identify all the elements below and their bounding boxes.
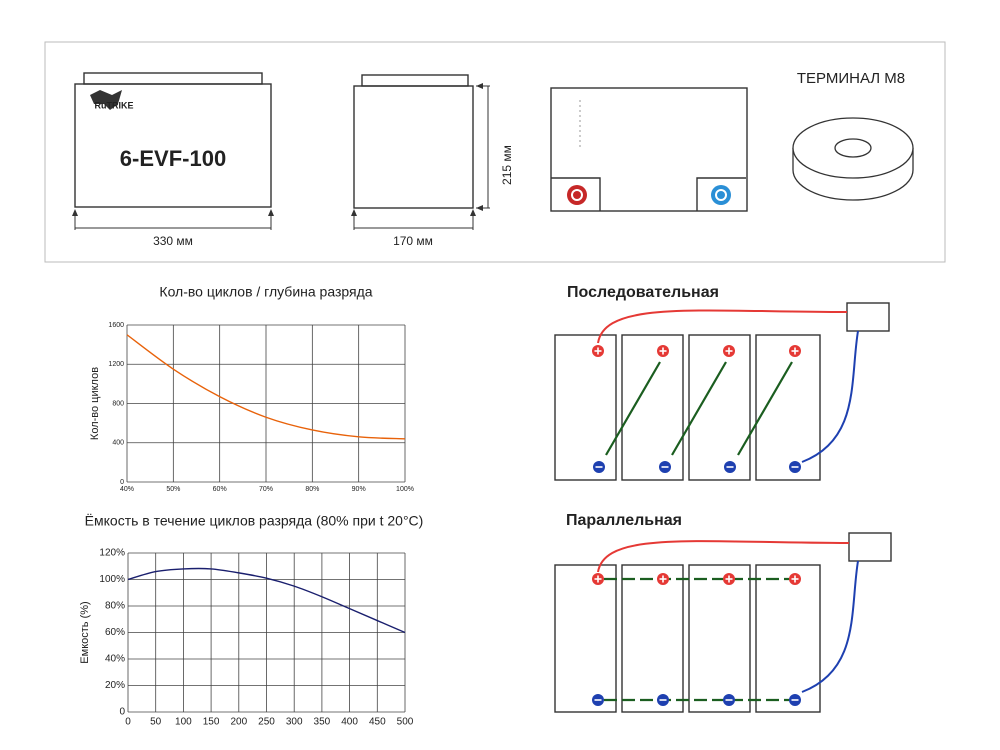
y-tick-label: 0 [120, 479, 124, 486]
terminals [592, 345, 801, 706]
y-tick-label: 20% [105, 680, 125, 691]
x-tick-label: 50 [150, 717, 162, 728]
data-line [127, 567, 406, 634]
terminal: ТЕРМИНАЛ М8 [792, 70, 914, 201]
y-tick-label: 1600 [108, 322, 124, 329]
diagram-title: Последовательная [567, 284, 719, 301]
y-tick-label: 80% [105, 601, 125, 612]
x-tick-label: 90% [352, 486, 366, 493]
y-tick-label: 40% [105, 654, 125, 665]
x-tick-label: 500 [397, 717, 414, 728]
y-tick-label: 400 [112, 440, 124, 447]
y-axis-label: Емкость (%) [79, 601, 91, 663]
x-tick-label: 250 [258, 717, 275, 728]
x-tick-label: 300 [286, 717, 303, 728]
x-tick-label: 100% [396, 486, 414, 493]
y-tick-label: 1200 [108, 361, 124, 368]
height-label: 215 мм [500, 145, 514, 185]
x-tick-label: 50% [166, 486, 180, 493]
x-tick-label: 60% [213, 486, 227, 493]
y-tick-label: 0 [119, 707, 125, 718]
parallel-diagram: Параллельная [554, 512, 892, 713]
battery-top [550, 87, 748, 212]
length-label: 330 мм [153, 234, 193, 248]
y-tick-label: 120% [99, 548, 125, 559]
x-tick-label: 40% [120, 486, 134, 493]
y-tick-label: 800 [112, 400, 124, 407]
x-tick-label: 0 [125, 717, 131, 728]
x-tick-label: 450 [369, 717, 386, 728]
y-tick-label: 60% [105, 627, 125, 638]
chart-title: Ёмкость в течение циклов разряда (80% пр… [85, 513, 424, 529]
logo: RuTRIKE [95, 100, 134, 110]
x-tick-label: 150 [203, 717, 220, 728]
series-diagram: Последовательная [554, 284, 890, 481]
x-tick-label: 100 [175, 717, 192, 728]
battery-front: RuTRIKE 6-EVF-100 330 мм [72, 72, 274, 248]
x-tick-label: 80% [305, 486, 319, 493]
x-tick-label: 400 [341, 717, 358, 728]
terminal-label: ТЕРМИНАЛ М8 [797, 70, 905, 87]
battery-side: 170 мм 215 мм [351, 74, 514, 248]
y-axis-label: Кол-во циклов [89, 367, 101, 440]
y-tick-label: 100% [99, 574, 125, 585]
data-line [126, 334, 406, 440]
x-tick-label: 200 [230, 717, 247, 728]
diagram-title: Параллельная [566, 512, 682, 529]
chart-title: Кол-во циклов / глубина разряда [159, 284, 372, 300]
x-tick-label: 350 [314, 717, 331, 728]
width-label: 170 мм [393, 234, 433, 248]
x-tick-label: 70% [259, 486, 273, 493]
model: 6-EVF-100 [120, 146, 226, 171]
